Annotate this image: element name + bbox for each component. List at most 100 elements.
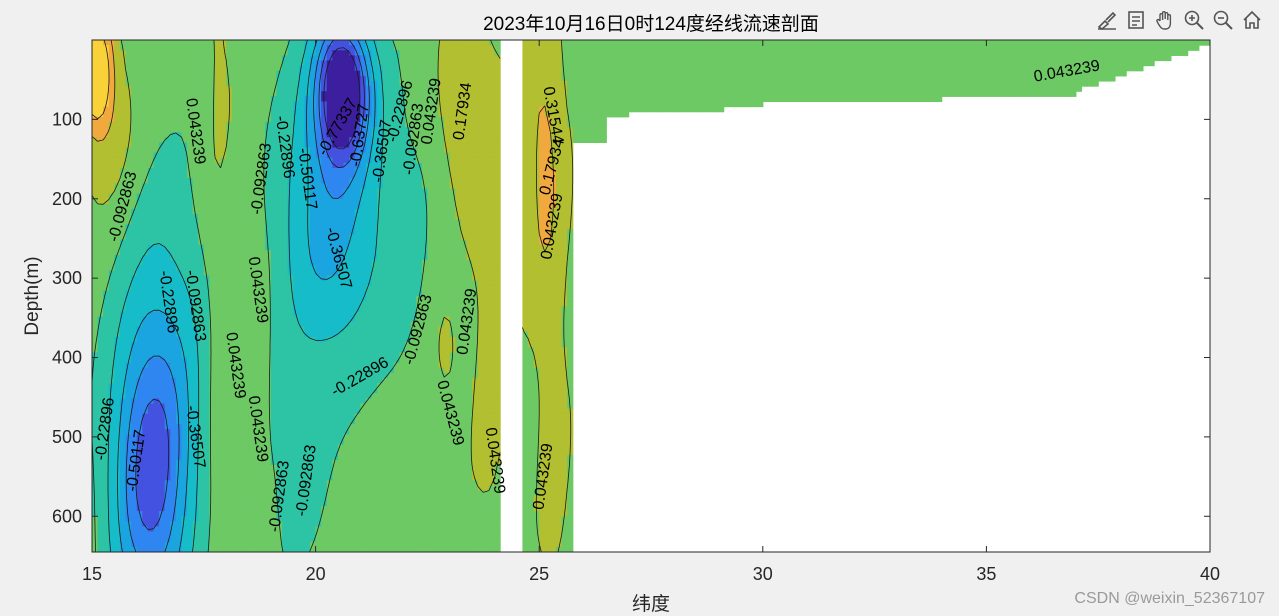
contour-cell <box>293 347 300 353</box>
contour-cell <box>119 326 127 333</box>
contour-cell <box>170 301 177 307</box>
contour-cell <box>237 434 244 440</box>
contour-cell <box>153 86 160 92</box>
contour-cell <box>214 398 222 405</box>
contour-cell <box>343 383 350 389</box>
contour-cell <box>175 229 183 236</box>
contour-cell <box>198 434 205 440</box>
contour-cell <box>220 321 227 328</box>
contour-cell <box>282 470 289 476</box>
contour-cell <box>287 239 294 246</box>
contour-cell <box>349 121 356 128</box>
contour-cell <box>237 511 244 517</box>
contour-cell <box>209 214 216 220</box>
contour-cell <box>220 434 227 440</box>
contour-cell <box>203 60 210 67</box>
contour-cell <box>175 55 183 62</box>
contour-cell <box>170 244 177 251</box>
contour-cell <box>97 65 104 72</box>
contour-cell <box>254 147 261 154</box>
contour-cell <box>153 198 160 205</box>
contour-cell <box>231 198 238 205</box>
contour-cell <box>259 495 266 502</box>
contour-cell <box>97 403 104 410</box>
contour-cell <box>326 531 333 538</box>
contour-cell <box>326 490 333 497</box>
contour-cell <box>315 388 322 394</box>
contour-cell <box>92 142 99 149</box>
contour-cell <box>259 101 266 108</box>
contour-cell <box>337 429 345 435</box>
contour-cell <box>131 434 138 440</box>
contour-cell <box>108 229 115 236</box>
contour-cell <box>287 383 294 389</box>
contour-cell <box>337 372 345 379</box>
contour-cell <box>198 91 205 97</box>
contour-cell <box>349 342 356 348</box>
contour-cell <box>254 475 261 481</box>
contour-cell <box>259 372 266 379</box>
contour-cell <box>187 398 194 405</box>
contour-cell <box>136 280 143 287</box>
contour-cell <box>304 500 311 507</box>
contour-cell <box>192 45 199 51</box>
contour-cell <box>332 393 339 399</box>
contour-cell <box>254 480 261 487</box>
contour-cell <box>159 65 166 72</box>
contour-cell <box>203 152 210 159</box>
contour-cell <box>304 511 311 517</box>
contour-cell <box>337 80 345 87</box>
contour-cell <box>119 275 127 282</box>
contour-cell <box>337 464 345 471</box>
contour-cell <box>108 157 115 164</box>
contour-cell <box>332 239 339 246</box>
contour-cell <box>92 296 99 302</box>
contour-cell <box>97 306 104 312</box>
contour-cell <box>270 413 278 420</box>
contour-cell <box>287 91 294 97</box>
contour-cell <box>125 336 132 343</box>
contour-cell <box>203 280 210 287</box>
contour-cell <box>131 132 138 138</box>
contour-cell <box>365 377 373 384</box>
contour-cell <box>147 347 155 353</box>
contour-cell <box>187 137 194 143</box>
contour-cell <box>360 193 367 200</box>
contour-cell <box>287 536 294 543</box>
contour-cell <box>220 439 227 446</box>
contour-cell <box>198 178 205 184</box>
contour-cell <box>254 70 261 77</box>
contour-cell <box>131 362 138 369</box>
contour-cell <box>270 203 278 210</box>
contour-cell <box>365 275 373 282</box>
contour-cell <box>293 398 300 405</box>
contour-cell <box>108 198 115 205</box>
contour-cell <box>131 214 138 220</box>
contour-cell <box>315 393 322 399</box>
contour-cell <box>198 188 205 195</box>
contour-cell <box>103 137 110 143</box>
contour-cell <box>265 316 272 323</box>
contour-cell <box>276 152 283 159</box>
contour-cell <box>282 362 289 369</box>
contour-cell <box>181 255 188 261</box>
contour-cell <box>136 526 143 533</box>
contour-cell <box>321 439 328 446</box>
contour-cell <box>187 80 194 87</box>
contour-cell <box>270 70 278 77</box>
contour-cell <box>354 505 361 512</box>
contour-cell <box>220 429 227 435</box>
contour-cell <box>108 296 115 302</box>
contour-cell <box>343 418 350 425</box>
contour-cell <box>226 168 233 174</box>
contour-cell <box>321 352 328 359</box>
contour-cell <box>175 101 183 108</box>
contour-cell <box>131 398 138 405</box>
contour-cell <box>131 244 138 251</box>
contour-cell <box>259 454 266 461</box>
contour-cell <box>142 352 149 359</box>
contour-cell <box>365 270 373 277</box>
contour-cell <box>198 377 205 384</box>
contour-cell <box>310 127 317 133</box>
contour-cell <box>276 500 283 507</box>
